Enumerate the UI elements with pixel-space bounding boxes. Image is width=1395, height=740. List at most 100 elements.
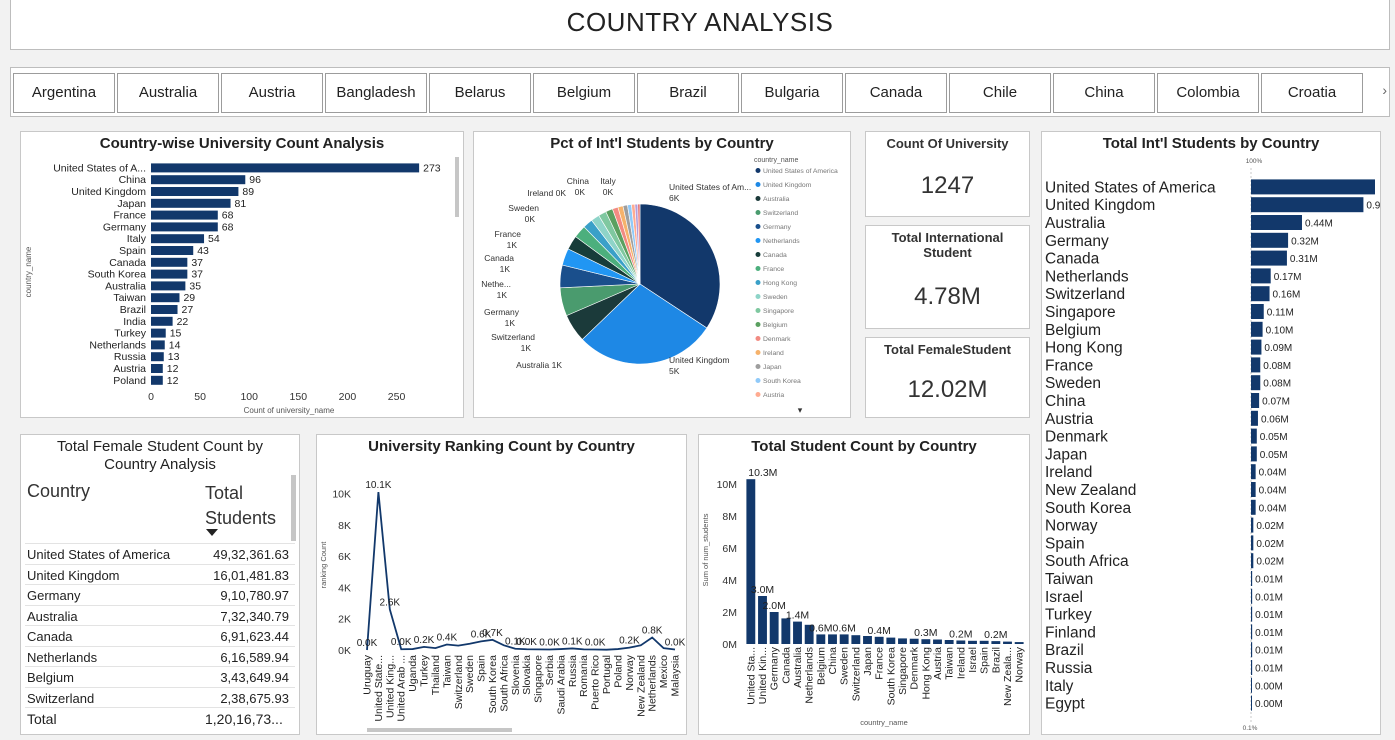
intl-bar[interactable]: [1251, 357, 1261, 373]
pie-legend-entry[interactable]: France: [763, 266, 784, 273]
univ-bar[interactable]: [151, 210, 218, 220]
total-bar[interactable]: [898, 638, 907, 644]
intl-bar[interactable]: [1251, 553, 1254, 569]
univ-bar[interactable]: [151, 198, 231, 208]
table-row[interactable]: Australia 7,32,340.79: [25, 604, 295, 625]
total-bar[interactable]: [991, 641, 1001, 644]
univ-bar[interactable]: [151, 222, 218, 232]
pie-legend-entry[interactable]: Austria: [763, 392, 784, 399]
table-row[interactable]: Belgium 3,43,649.94: [25, 666, 295, 686]
total-bar[interactable]: [1003, 641, 1012, 644]
table-header-country[interactable]: Country: [27, 481, 91, 501]
intl-bar[interactable]: [1251, 286, 1270, 302]
slicer-option-belgium[interactable]: Belgium: [533, 73, 635, 113]
total-bar[interactable]: [886, 637, 896, 644]
slicer-option-canada[interactable]: Canada: [845, 73, 947, 113]
total-bar[interactable]: [793, 621, 802, 644]
total-bar[interactable]: [968, 640, 977, 644]
intl-bar[interactable]: [1251, 393, 1260, 408]
table-header-total[interactable]: Total Students: [205, 483, 277, 528]
pie-legend-entry[interactable]: Belgium: [763, 322, 788, 329]
table-scrollbar[interactable]: [291, 475, 296, 541]
total-bar[interactable]: [839, 634, 849, 644]
intl-bar[interactable]: [1251, 624, 1253, 640]
univ-bar[interactable]: [151, 246, 194, 255]
pie-legend-entry[interactable]: Canada: [763, 252, 787, 259]
rank-line[interactable]: [366, 491, 676, 651]
intl-bar[interactable]: [1251, 464, 1256, 480]
univ-bar[interactable]: [151, 257, 188, 267]
intl-bar[interactable]: [1251, 695, 1252, 711]
total-bar[interactable]: [851, 635, 861, 644]
total-bar[interactable]: [921, 639, 931, 644]
pie-slice[interactable]: [581, 283, 708, 365]
univ-scrollbar[interactable]: [455, 157, 459, 217]
pie-legend-entry[interactable]: Switzerland: [763, 210, 798, 217]
total-bar[interactable]: [956, 640, 966, 644]
total-bar[interactable]: [828, 634, 837, 644]
table-row[interactable]: Germany 9,10,780.97: [25, 584, 295, 604]
univ-bar[interactable]: [151, 340, 165, 350]
total-bar[interactable]: [863, 636, 872, 644]
total-bar[interactable]: [781, 618, 791, 644]
univ-bar[interactable]: [151, 293, 180, 303]
intl-bar[interactable]: [1251, 660, 1253, 675]
intl-bar[interactable]: [1251, 588, 1253, 604]
intl-bar[interactable]: [1251, 410, 1258, 426]
more-legend-icon[interactable]: ▾: [798, 405, 803, 415]
intl-bar[interactable]: [1251, 446, 1257, 462]
pie-legend-entry[interactable]: Singapore: [763, 308, 794, 315]
slicer-option-croatia[interactable]: Croatia: [1261, 73, 1363, 113]
pie-legend-entry[interactable]: South Korea: [763, 378, 801, 385]
slicer-option-china[interactable]: China: [1053, 73, 1155, 113]
slicer-option-austria[interactable]: Austria: [221, 73, 323, 113]
total-bar[interactable]: [1014, 642, 1024, 644]
univ-bar[interactable]: [151, 375, 163, 385]
pie-legend-entry[interactable]: Ireland: [763, 350, 784, 357]
total-bar[interactable]: [758, 596, 767, 644]
total-bar[interactable]: [816, 634, 826, 644]
intl-bar[interactable]: [1251, 517, 1254, 533]
intl-bar[interactable]: [1251, 482, 1256, 497]
intl-bar[interactable]: [1251, 304, 1264, 319]
univ-bar[interactable]: [151, 364, 163, 373]
univ-bar[interactable]: [151, 269, 188, 279]
pie-slice[interactable]: [637, 203, 641, 285]
total-bar[interactable]: [944, 640, 954, 644]
pie-legend-entry[interactable]: Australia: [763, 196, 790, 203]
chevron-right-icon[interactable]: ›: [1382, 82, 1387, 98]
total-bar[interactable]: [769, 612, 779, 644]
pie-legend-entry[interactable]: United Kingdom: [763, 182, 812, 189]
slicer-option-colombia[interactable]: Colombia: [1157, 73, 1259, 113]
intl-bar[interactable]: [1251, 642, 1253, 658]
pie-legend-entry[interactable]: Denmark: [763, 336, 791, 343]
intl-bar[interactable]: [1251, 606, 1253, 622]
intl-bar[interactable]: [1251, 677, 1252, 693]
univ-bar[interactable]: [151, 352, 164, 362]
intl-bar[interactable]: [1251, 179, 1375, 195]
intl-bar[interactable]: [1251, 232, 1289, 248]
pie-legend-entry[interactable]: Hong Kong: [763, 280, 797, 287]
univ-bar[interactable]: [151, 234, 205, 244]
univ-bar[interactable]: [151, 316, 173, 326]
intl-bar[interactable]: [1251, 428, 1257, 444]
univ-bar[interactable]: [151, 328, 166, 338]
univ-bar[interactable]: [151, 163, 420, 173]
slicer-option-bangladesh[interactable]: Bangladesh: [325, 73, 427, 113]
intl-bar[interactable]: [1251, 268, 1271, 284]
intl-bar[interactable]: [1251, 197, 1364, 213]
pie-legend-entry[interactable]: Netherlands: [763, 238, 800, 245]
total-bar[interactable]: [874, 636, 884, 644]
intl-bar[interactable]: [1251, 499, 1256, 515]
univ-bar[interactable]: [151, 281, 186, 291]
slicer-option-bulgaria[interactable]: Bulgaria: [741, 73, 843, 113]
total-bar[interactable]: [979, 640, 989, 644]
intl-bar[interactable]: [1251, 571, 1253, 586]
pie-legend-entry[interactable]: Sweden: [763, 294, 788, 301]
pie-legend-entry[interactable]: United States of America: [763, 168, 838, 175]
table-row[interactable]: United States of America 49,32,361.63: [25, 543, 295, 563]
rank-scrollbar[interactable]: [367, 728, 512, 732]
slicer-option-brazil[interactable]: Brazil: [637, 73, 739, 113]
table-row[interactable]: Switzerland 2,38,675.93: [25, 686, 295, 707]
sort-desc-icon[interactable]: [205, 528, 219, 538]
